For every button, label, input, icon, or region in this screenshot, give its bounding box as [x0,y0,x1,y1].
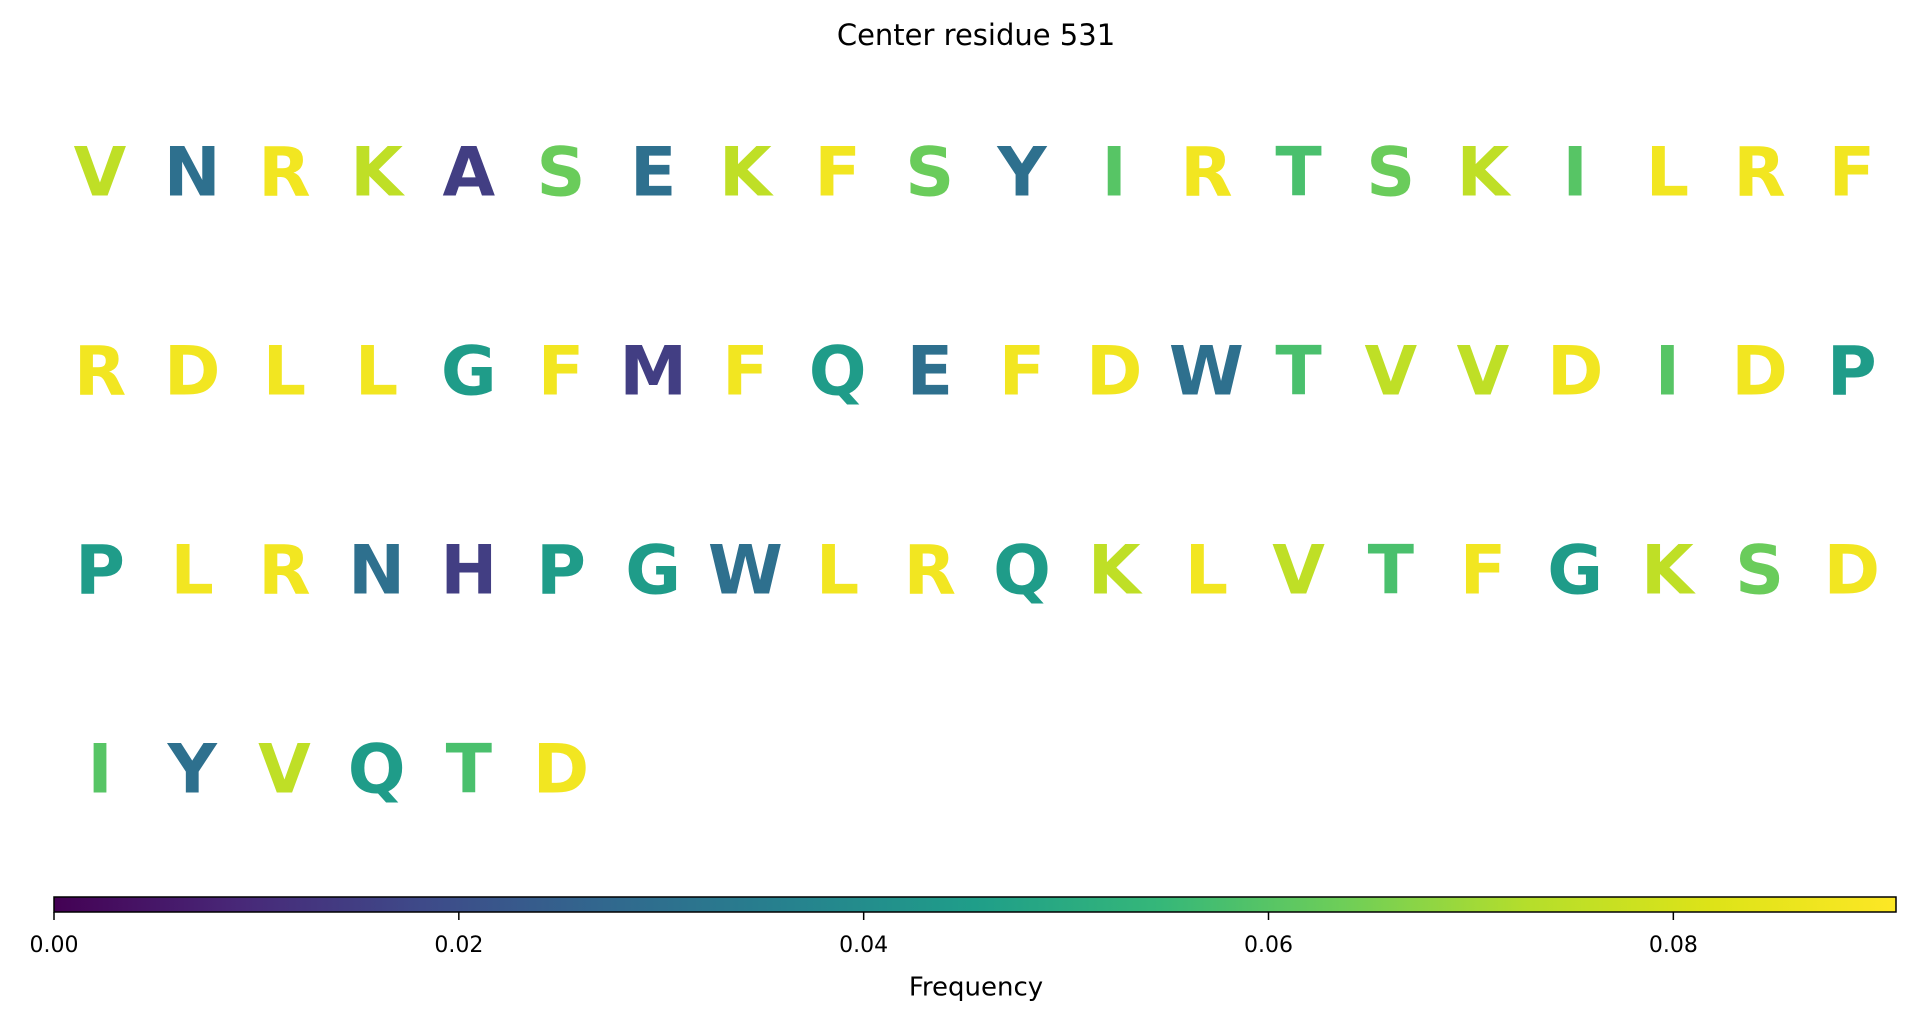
colorbar-tick-label: 0.02 [434,933,483,958]
residue-letter: I [1655,333,1680,412]
residue-letter: I [1102,134,1127,213]
residue-letter: N [348,532,405,611]
residue-letter: K [1088,532,1143,611]
colorbar-tick-label: 0.06 [1244,933,1293,958]
residue-letter: F [1829,134,1875,213]
residue-letter: F [1460,532,1506,611]
residue-letter: T [1368,532,1415,611]
residue-letter: I [1563,134,1588,213]
residue-letter: F [722,333,768,412]
residue-letter: R [258,532,310,611]
residue-letter: H [440,532,497,611]
residue-letter: D [1731,333,1787,412]
residue-letter: T [1275,134,1322,213]
residue-letter: Y [167,731,218,810]
residue-letter: K [1457,134,1512,213]
residue-letter: K [350,134,405,213]
colorbar [53,896,1897,913]
residue-letter: D [533,731,589,810]
residue-letter: L [171,532,214,611]
residue-letter: R [1180,134,1232,213]
residue-letter: P [536,532,586,611]
residue-letter: Q [348,731,406,810]
residue-letter: Q [993,532,1051,611]
residue-letter: I [87,731,112,810]
residue-letter: L [263,333,306,412]
residue-letter: R [1733,134,1785,213]
residue-letter: L [1646,134,1689,213]
chart-title: Center residue 531 [837,18,1115,52]
residue-letter: G [625,532,681,611]
residue-letter: L [816,532,859,611]
residue-letter: V [258,731,311,810]
residue-letter: K [1641,532,1696,611]
residue-letter: L [1185,532,1228,611]
residue-letter: D [1086,333,1142,412]
residue-letter: N [164,134,221,213]
residue-letter: S [537,134,586,213]
residue-letter: W [708,532,783,611]
residue-letter: P [75,532,125,611]
residue-letter: D [164,333,220,412]
residue-letter: F [814,134,860,213]
residue-letter: L [355,333,398,412]
residue-letter: M [619,333,687,412]
residue-letter: S [1735,532,1784,611]
residue-letter: K [719,134,774,213]
colorbar-tick-label: 0.04 [839,933,888,958]
residue-letter: E [630,134,676,213]
residue-letter: P [1827,333,1877,412]
residue-letter: R [904,532,956,611]
residue-letter: W [1169,333,1244,412]
residue-letter: V [1272,532,1325,611]
residue-letter: E [907,333,953,412]
colorbar-tick-label: 0.08 [1649,933,1698,958]
colorbar-tick-label: 0.00 [30,933,79,958]
residue-letter: V [1457,333,1510,412]
residue-letter: F [538,333,584,412]
residue-letter: S [1366,134,1415,213]
residue-letter: T [1275,333,1322,412]
residue-letter: D [1824,532,1880,611]
residue-letter: G [441,333,497,412]
residue-letter: Q [809,333,867,412]
residue-letter: G [1547,532,1603,611]
residue-letter: V [1364,333,1417,412]
residue-letter: D [1547,333,1603,412]
residue-letter: A [442,134,495,213]
residue-letter: T [446,731,493,810]
residue-letter: R [258,134,310,213]
residue-letter: R [74,333,126,412]
residue-letter: V [74,134,127,213]
colorbar-label: Frequency [909,973,1043,1003]
residue-letter: F [999,333,1045,412]
residue-letter: S [905,134,954,213]
residue-letter: Y [996,134,1047,213]
